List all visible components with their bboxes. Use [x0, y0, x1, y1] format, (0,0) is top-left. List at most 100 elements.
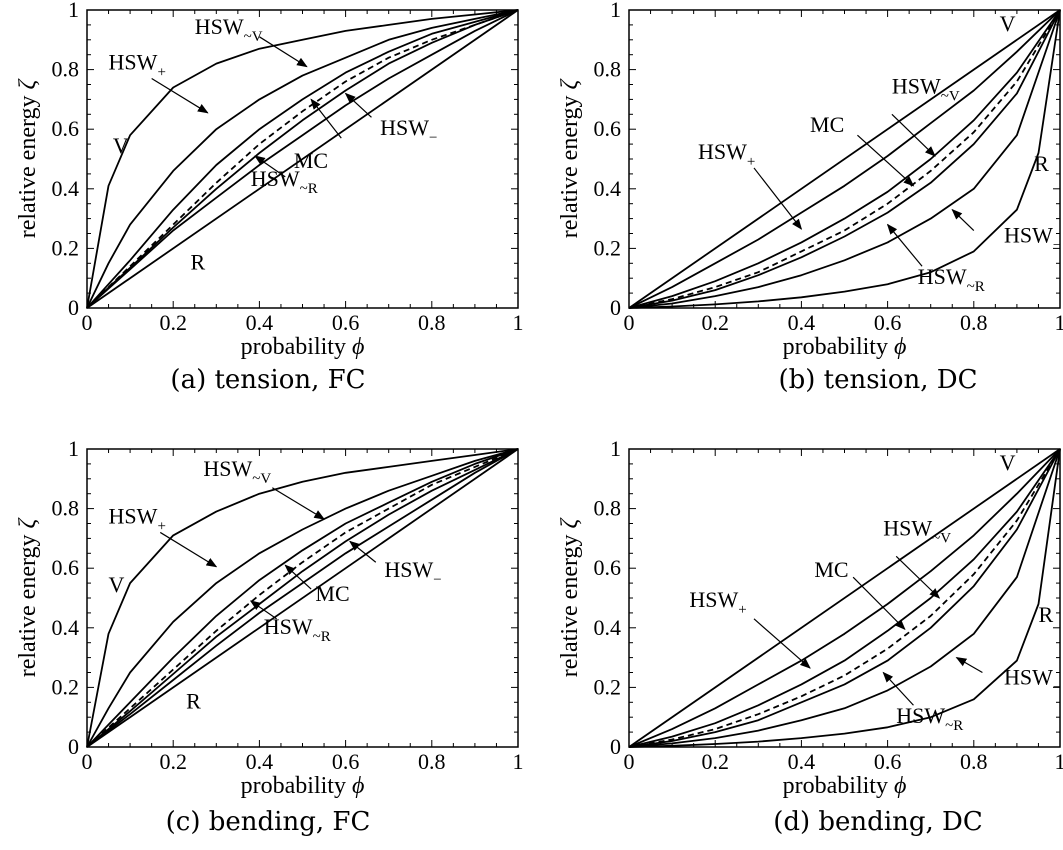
x-axis-title: probability ϕ — [241, 773, 365, 799]
chart-panel-3: 0 0.2 0.4 0.6 0.8 1 0 0.2 0.4 0.6 0.8 1 probability … — [557, 436, 1063, 799]
x-tick-label: 0.8 — [418, 749, 446, 774]
x-axis-symbol: ϕ — [352, 334, 364, 360]
y-axis-title: relative energy ζ — [15, 516, 41, 677]
x-tick-label: 0 — [624, 749, 635, 774]
curve-label-mc: MC — [315, 581, 349, 606]
x-tick-label: 1 — [513, 310, 524, 335]
curve-label-r: R — [186, 688, 201, 713]
curve-label-main: V — [1000, 450, 1016, 475]
curve-label-hswtildeminusr: HSW~R — [251, 166, 318, 197]
x-tick-label: 0.8 — [960, 310, 988, 335]
annotation-arrow — [284, 564, 312, 590]
chart-panel-0: 0 0.2 0.4 0.6 0.8 1 0 0.2 0.4 0.6 0.8 1 probability … — [15, 0, 524, 360]
curve-label-subscript: ~R — [300, 181, 318, 197]
annotation-arrow — [753, 167, 803, 230]
curve-label-main: HSW — [109, 504, 158, 529]
curve-label-main: HSW — [203, 456, 252, 481]
x-tick-label: 0.6 — [874, 749, 902, 774]
curve-label-main: R — [1038, 602, 1053, 627]
y-tick-label: 0.2 — [52, 674, 80, 699]
x-axis-label: probability — [241, 334, 352, 360]
series-line-v — [86, 9, 519, 309]
y-tick-label: 0.2 — [52, 235, 80, 260]
series-line-hswminus — [628, 448, 1061, 748]
y-axis-symbol: ζ — [557, 516, 583, 528]
x-tick-label: 0.6 — [332, 749, 360, 774]
curve-label-v: V — [1000, 450, 1016, 475]
series-line-r — [628, 448, 1061, 748]
curve-label-main: HSW — [883, 515, 932, 540]
series-line-hswplus — [86, 448, 519, 748]
y-tick-label: 0.2 — [594, 235, 622, 260]
panel-caption: (d) bending, DC — [773, 807, 983, 837]
series-line-hswtildeminusv — [628, 9, 1061, 309]
y-tick-label: 0 — [610, 734, 621, 759]
x-tick-label: 0.2 — [701, 749, 729, 774]
curve-label-subscript: + — [747, 154, 755, 170]
series-line-r — [628, 9, 1061, 309]
annotation-arrow — [891, 113, 936, 157]
curve-label-mc: MC — [810, 112, 844, 137]
curve-label-subscript: ~R — [945, 718, 963, 734]
y-axis-label: relative energy — [557, 89, 583, 238]
curve-label-hswtildeminusv: HSW~V — [892, 73, 960, 104]
curve-label-main: MC — [294, 148, 328, 173]
curve-label-subscript: − — [429, 130, 437, 146]
curve-label-main: R — [186, 688, 201, 713]
x-tick-label: 0.2 — [701, 310, 729, 335]
y-tick-label: 0.8 — [594, 496, 622, 521]
annotation-arrow — [159, 531, 218, 568]
y-tick-label: 0.4 — [52, 176, 80, 201]
curve-label-main: V — [113, 133, 129, 158]
y-axis-label: relative energy — [15, 528, 41, 677]
curve-label-hswminus: HSW− — [384, 557, 441, 588]
curve-label-subscript: ~V — [252, 471, 271, 487]
curve-label-hswplus: HSW+ — [689, 587, 746, 618]
curve-label-subscript: + — [157, 65, 165, 81]
annotation-arrow — [753, 618, 811, 669]
series-line-hswminus — [86, 9, 519, 309]
series-line-hswtildeminusv — [628, 448, 1061, 748]
chart-panel-2: 0 0.2 0.4 0.6 0.8 1 0 0.2 0.4 0.6 0.8 1 probability … — [15, 436, 524, 799]
x-tick-label: 0.4 — [788, 310, 816, 335]
curve-label-mc: MC — [294, 148, 328, 173]
x-tick-label: 1 — [1055, 749, 1063, 774]
curve-label-main: MC — [814, 557, 848, 582]
series-line-r — [86, 9, 519, 309]
series-line-hswtildeminusv — [86, 9, 519, 309]
curve-label-main: HSW — [1004, 664, 1053, 689]
panel-caption: (c) bending, FC — [166, 807, 371, 837]
y-tick-label: 0.4 — [52, 615, 80, 640]
curve-label-main: V — [109, 572, 125, 597]
annotation-arrow — [882, 671, 914, 706]
x-axis-symbol: ϕ — [352, 773, 364, 799]
x-tick-label: 1 — [1055, 310, 1063, 335]
x-tick-label: 0.4 — [246, 310, 274, 335]
y-tick-label: 0.2 — [594, 674, 622, 699]
curve-label-main: HSW — [896, 703, 945, 728]
curve-label-subscript: − — [1053, 679, 1061, 695]
curve-label-hswtildeminusr: HSW~R — [918, 264, 985, 295]
y-tick-label: 1 — [610, 436, 621, 461]
panel-caption: (b) tension, DC — [778, 365, 977, 395]
y-axis-symbol: ζ — [15, 77, 41, 89]
series-line-mc — [86, 9, 519, 309]
curve-label-hswminus: HSW− — [1004, 222, 1061, 253]
annotation-arrow — [349, 540, 377, 563]
y-axis-symbol: ζ — [15, 516, 41, 528]
annotation-arrow — [951, 208, 975, 231]
y-axis-title: relative energy ζ — [557, 516, 583, 677]
annotation-arrow — [272, 487, 325, 520]
curve-label-main: R — [1034, 151, 1049, 176]
curve-label-subscript: ~R — [313, 629, 331, 645]
curve-label-subscript: + — [738, 602, 746, 618]
y-axis-label: relative energy — [15, 89, 41, 238]
series-line-v — [628, 9, 1061, 309]
series-line-hswplus — [86, 9, 519, 309]
annotation-arrow — [254, 155, 286, 178]
series-line-r — [86, 448, 519, 748]
annotation-arrow — [259, 36, 308, 68]
y-axis-title: relative energy ζ — [15, 77, 41, 238]
x-axis-symbol: ϕ — [894, 773, 906, 799]
y-tick-label: 0.4 — [594, 176, 622, 201]
